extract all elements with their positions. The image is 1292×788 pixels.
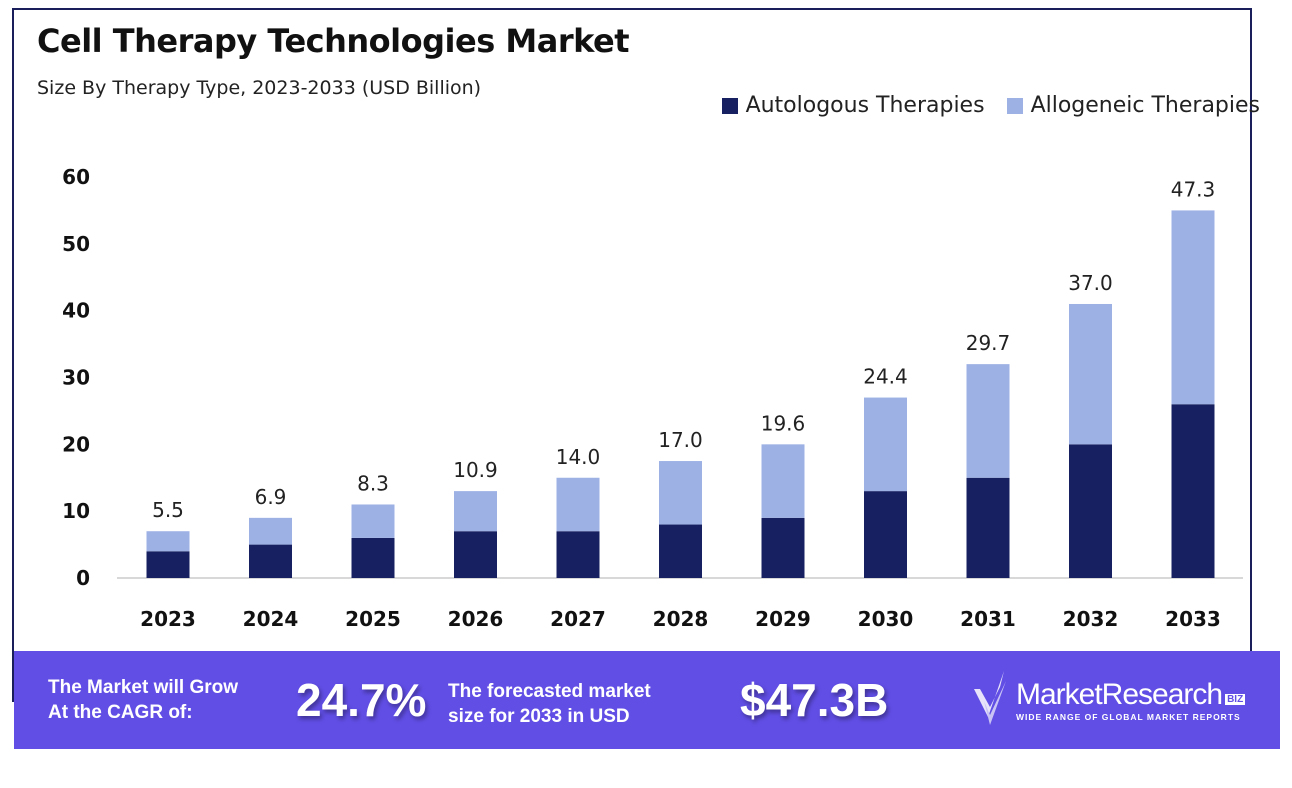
legend: Autologous Therapies Allogeneic Therapie… [721,93,1260,118]
total-data-label: 10.9 [453,458,498,482]
bar-autologous [351,537,395,578]
x-tick-label: 2024 [243,607,299,631]
total-data-label: 14.0 [556,445,601,469]
total-data-label: 24.4 [863,365,908,389]
total-data-label: 8.3 [357,471,389,495]
total-data-label: 47.3 [1171,177,1216,201]
summary-banner: The Market will Grow At the CAGR of: 24.… [14,651,1280,749]
bar-autologous [1171,404,1215,578]
bar-autologous [556,531,600,578]
chart-subtitle: Size By Therapy Type, 2023-2033 (USD Bil… [37,77,482,99]
total-data-label: 5.5 [152,498,184,522]
cagr-caption-line1: The Market will Grow [48,677,239,698]
y-tick-label: 30 [62,366,90,390]
x-tick-label: 2033 [1165,607,1221,631]
forecast-value: $47.3B [740,674,889,726]
x-tick-label: 2026 [448,607,504,631]
bar-allogeneic [1171,210,1215,405]
x-tick-label: 2028 [653,607,709,631]
x-tick-label: 2025 [345,607,401,631]
marketresearch-logo: MarketResearch BIZ WIDE RANGE OF GLOBAL … [970,667,1246,733]
bar-allogeneic [454,491,497,532]
legend-label-allogeneic: Allogeneic Therapies [1030,93,1260,118]
total-data-label: 29.7 [966,331,1011,355]
legend-label-autologous: Autologous Therapies [745,93,985,118]
bar-allogeneic [146,531,190,552]
bar-allogeneic [351,504,395,538]
bar-chart: 01020304050605.520236.920248.3202510.920… [62,165,1243,631]
bar-allogeneic [966,364,1010,478]
x-tick-label: 2023 [140,607,196,631]
bar-allogeneic [659,461,702,525]
bar-autologous [249,544,292,578]
chart-title: Cell Therapy Technologies Market [37,22,630,60]
chart-frame [12,8,1252,702]
y-tick-label: 50 [62,232,90,256]
legend-item-allogeneic: Allogeneic Therapies [1006,93,1260,118]
y-tick-label: 10 [62,499,90,523]
bar-autologous [454,531,497,578]
forecast-caption-line2: size for 2033 in USD [448,706,630,727]
legend-swatch-autologous [721,97,738,114]
x-tick-label: 2029 [755,607,811,631]
logo-text: MarketResearch BIZ WIDE RANGE OF GLOBAL … [1016,678,1246,722]
bar-autologous [1069,444,1112,578]
total-data-label: 17.0 [658,428,703,452]
logo-name: MarketResearch [1016,678,1223,711]
y-tick-label: 0 [76,566,90,590]
legend-item-autologous: Autologous Therapies [721,93,985,118]
bar-autologous [864,491,907,578]
y-tick-label: 20 [62,432,90,456]
total-data-label: 37.0 [1068,271,1113,295]
total-data-label: 6.9 [255,485,287,509]
bar-allogeneic [556,477,600,532]
bar-autologous [966,477,1010,578]
logo-tagline: WIDE RANGE OF GLOBAL MARKET REPORTS [1016,712,1241,722]
y-tick-label: 60 [62,165,90,189]
logo-check-icon [974,671,1006,725]
legend-swatch-allogeneic [1006,97,1023,114]
forecast-caption: The forecasted market size for 2033 in U… [448,679,740,729]
x-tick-label: 2030 [858,607,914,631]
cagr-value: 24.7% [296,674,427,726]
bar-autologous [659,524,702,578]
cagr-caption-line2: At the CAGR of: [48,702,193,723]
x-tick-label: 2032 [1063,607,1119,631]
total-data-label: 19.6 [761,411,806,435]
bar-allogeneic [249,517,292,545]
bar-autologous [761,517,805,578]
y-tick-label: 40 [62,299,90,323]
bar-allogeneic [761,444,805,518]
bar-autologous [146,551,190,578]
bar-allogeneic [1069,303,1112,445]
logo-badge: BIZ [1225,693,1246,705]
x-tick-label: 2027 [550,607,606,631]
bar-allogeneic [864,397,907,492]
cagr-caption: The Market will Grow At the CAGR of: [48,675,296,725]
forecast-caption-line1: The forecasted market [448,681,651,702]
logo-name-row: MarketResearch BIZ [1016,678,1246,712]
x-tick-label: 2031 [960,607,1016,631]
